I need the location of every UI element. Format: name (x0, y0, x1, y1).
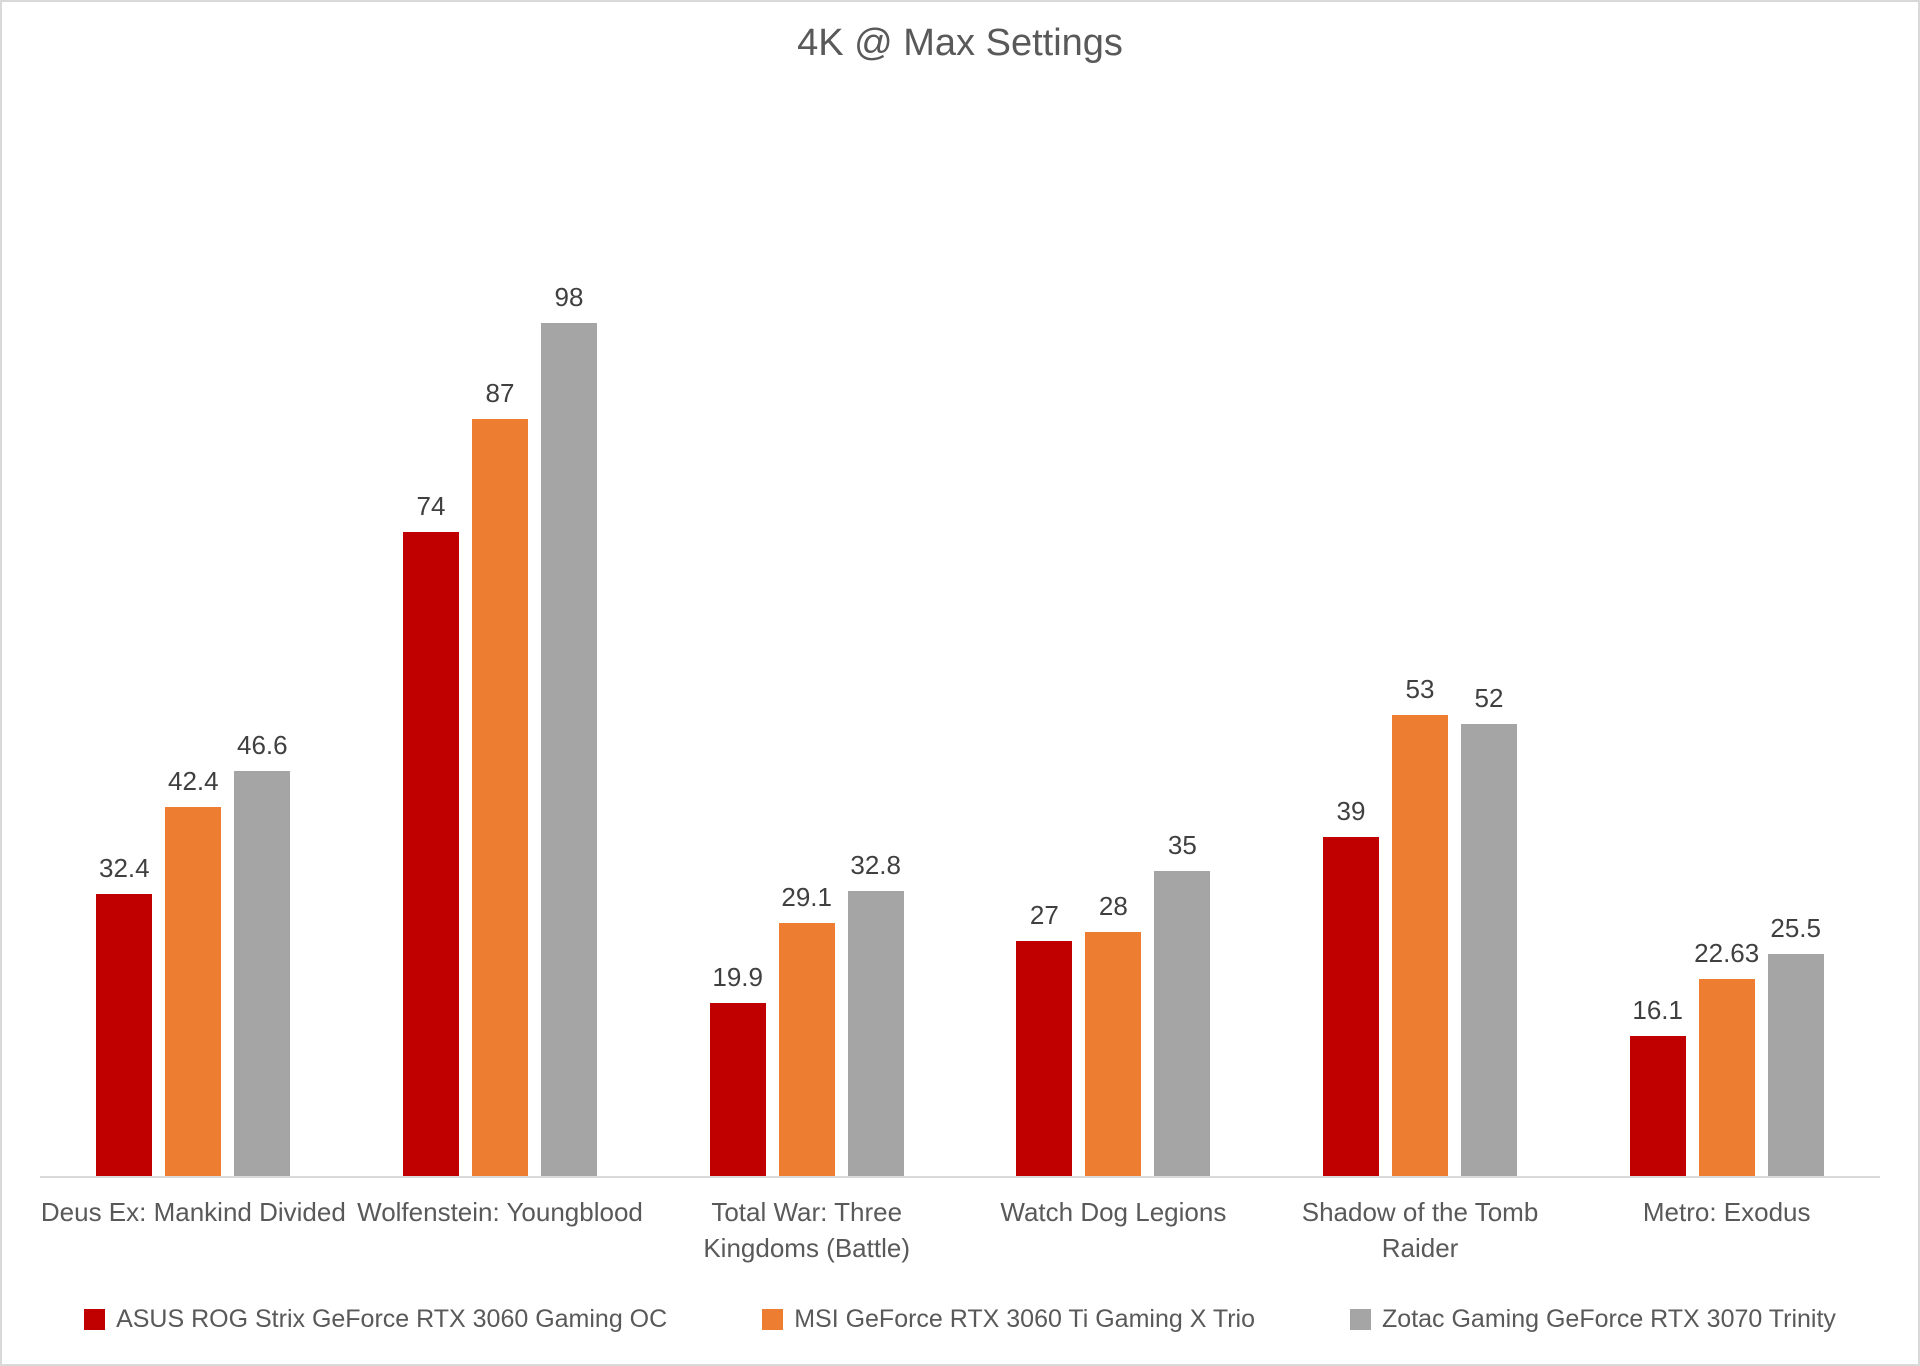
bar-group: 27 28 35 (960, 92, 1267, 1176)
bar-value-label: 52 (1474, 683, 1504, 713)
bar-value-label: 32.4 (99, 853, 150, 883)
bar-wrap: 35 (1154, 830, 1211, 1176)
bar-value-label: 32.8 (850, 850, 901, 880)
plot-area: 32.4 42.4 46.6 74 87 98 19.9 29.1 32.8 27 28 35 39 53… (40, 92, 1880, 1178)
bar-value-label: 74 (416, 491, 446, 521)
bar-wrap: 29.1 (778, 882, 835, 1176)
bar (847, 891, 904, 1176)
bar-wrap: 32.8 (847, 850, 904, 1176)
bar-wrap: 42.4 (165, 766, 222, 1176)
legend-label: MSI GeForce RTX 3060 Ti Gaming X Trio (794, 1305, 1256, 1333)
bar (778, 923, 835, 1176)
bar (403, 532, 459, 1176)
bar-value-label: 98 (554, 282, 584, 312)
category-axis: Deus Ex: Mankind Divided Wolfenstein: You… (40, 1194, 1880, 1267)
bar-value-label: 16.1 (1632, 995, 1683, 1025)
bar-wrap: 27 (1016, 900, 1073, 1176)
bar-value-label: 87 (485, 378, 515, 408)
bar (1629, 1036, 1686, 1176)
category-label: Wolfenstein: Youngblood (357, 1197, 643, 1227)
bar (541, 323, 597, 1176)
bar-wrap: 25.5 (1767, 913, 1824, 1176)
chart-title: 4K @ Max Settings (797, 22, 1123, 64)
bar-group: 32.4 42.4 46.6 (40, 92, 347, 1176)
bar-wrap: 53 (1392, 674, 1449, 1176)
bar-group: 16.1 22.63 25.5 (1573, 92, 1880, 1176)
bar (96, 894, 153, 1176)
bar-value-label: 29.1 (781, 882, 832, 912)
bar-value-label: 19.9 (712, 962, 763, 992)
bar (1323, 837, 1380, 1176)
legend-item: Zotac Gaming GeForce RTX 3070 Trinity (1350, 1305, 1836, 1334)
bar (472, 419, 528, 1176)
bar-value-label: 42.4 (168, 766, 219, 796)
bar-wrap: 52 (1461, 683, 1518, 1176)
bar (1461, 724, 1518, 1176)
bar-wrap: 87 (472, 378, 528, 1176)
bar-wrap: 74 (403, 491, 459, 1176)
bar-value-label: 46.6 (237, 730, 288, 760)
bar-group: 19.9 29.1 32.8 (653, 92, 960, 1176)
legend: ASUS ROG Strix GeForce RTX 3060 Gaming O… (2, 1305, 1918, 1334)
bar-value-label: 27 (1029, 900, 1059, 930)
bar (1767, 954, 1824, 1176)
bar (234, 771, 291, 1176)
bar-value-label: 28 (1098, 891, 1128, 921)
category-label: Deus Ex: Mankind Divided (40, 1197, 346, 1227)
bar (165, 807, 222, 1176)
bar-value-label: 53 (1405, 674, 1435, 704)
legend-swatch-icon (762, 1309, 784, 1330)
bar (1154, 871, 1211, 1176)
bar (1085, 932, 1142, 1176)
bar-wrap: 39 (1323, 796, 1380, 1176)
bar-wrap: 16.1 (1629, 995, 1686, 1176)
legend-label: ASUS ROG Strix GeForce RTX 3060 Gaming O… (116, 1305, 668, 1333)
category-label: Metro: Exodus (1642, 1197, 1811, 1227)
legend-item: ASUS ROG Strix GeForce RTX 3060 Gaming O… (84, 1305, 667, 1334)
bar-wrap: 46.6 (234, 730, 291, 1176)
legend-swatch-icon (84, 1309, 106, 1330)
legend-label: Zotac Gaming GeForce RTX 3070 Trinity (1382, 1305, 1836, 1333)
category-label: Shadow of the Tomb Raider (1301, 1197, 1539, 1264)
bar-group: 39 53 52 (1267, 92, 1574, 1176)
bar-wrap: 28 (1085, 891, 1142, 1176)
bar-wrap: 22.63 (1694, 938, 1759, 1176)
legend-swatch-icon (1350, 1309, 1372, 1330)
category-label: Watch Dog Legions (1000, 1197, 1227, 1227)
bar-wrap: 19.9 (709, 962, 766, 1176)
bar-wrap: 32.4 (96, 853, 153, 1176)
bar (1698, 979, 1755, 1176)
bar (709, 1003, 766, 1176)
bar-value-label: 22.63 (1694, 938, 1760, 968)
legend-item: MSI GeForce RTX 3060 Ti Gaming X Trio (762, 1305, 1255, 1334)
bar-value-label: 35 (1167, 830, 1197, 860)
bar (1016, 941, 1073, 1176)
bar-group: 74 87 98 (347, 92, 654, 1176)
bar-value-label: 39 (1336, 796, 1366, 826)
bar-value-label: 25.5 (1770, 913, 1821, 943)
bar-wrap: 98 (541, 282, 597, 1176)
category-label: Total War: Three Kingdoms (Battle) (703, 1197, 910, 1264)
bar (1392, 715, 1449, 1176)
